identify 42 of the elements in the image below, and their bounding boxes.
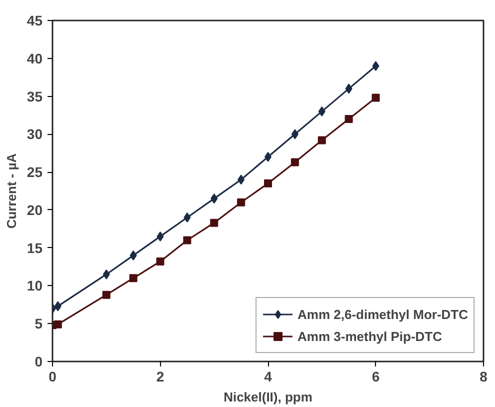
point: [372, 60, 380, 71]
point: [264, 179, 272, 188]
y-tick-label: 0: [34, 354, 43, 370]
y-tick-label: 15: [26, 240, 43, 256]
point: [344, 115, 353, 124]
y-tick-label: 45: [26, 12, 43, 28]
point: [130, 250, 137, 260]
point: [54, 301, 62, 312]
point: [318, 136, 326, 144]
legend-label: Amm 2,6-dimethyl Mor-DTC: [298, 306, 468, 322]
point: [318, 106, 326, 116]
point: [156, 231, 164, 242]
legend-label: Amm 3-methyl Pip-DTC: [298, 328, 442, 344]
point: [102, 269, 110, 280]
y-tick-label: 30: [26, 126, 43, 142]
point: [184, 212, 191, 223]
point: [290, 158, 299, 166]
point: [183, 236, 192, 244]
point: [372, 94, 380, 102]
y-axis-title: Current - µA: [4, 152, 19, 229]
point: [291, 129, 298, 140]
point: [237, 198, 246, 206]
y-tick-label: 25: [26, 164, 43, 180]
point: [345, 84, 352, 94]
x-axis-title: Nickel(II), ppm: [224, 390, 312, 404]
x-tick-label: 8: [480, 368, 488, 384]
point: [210, 218, 218, 227]
x-tick-label: 4: [264, 368, 272, 384]
x-tick-label: 2: [156, 368, 164, 384]
x-tick-label: 6: [372, 368, 380, 384]
point: [129, 274, 138, 282]
y-tick-label: 40: [26, 50, 43, 66]
point: [156, 257, 164, 266]
y-tick-label: 10: [26, 278, 43, 294]
y-tick-label: 35: [26, 88, 43, 104]
point: [54, 320, 62, 328]
y-tick-label: 5: [34, 316, 43, 332]
point: [210, 194, 218, 204]
x-tick-label: 0: [48, 368, 57, 384]
point: [102, 290, 110, 299]
y-tick-label: 20: [26, 202, 43, 218]
point: [238, 174, 245, 185]
